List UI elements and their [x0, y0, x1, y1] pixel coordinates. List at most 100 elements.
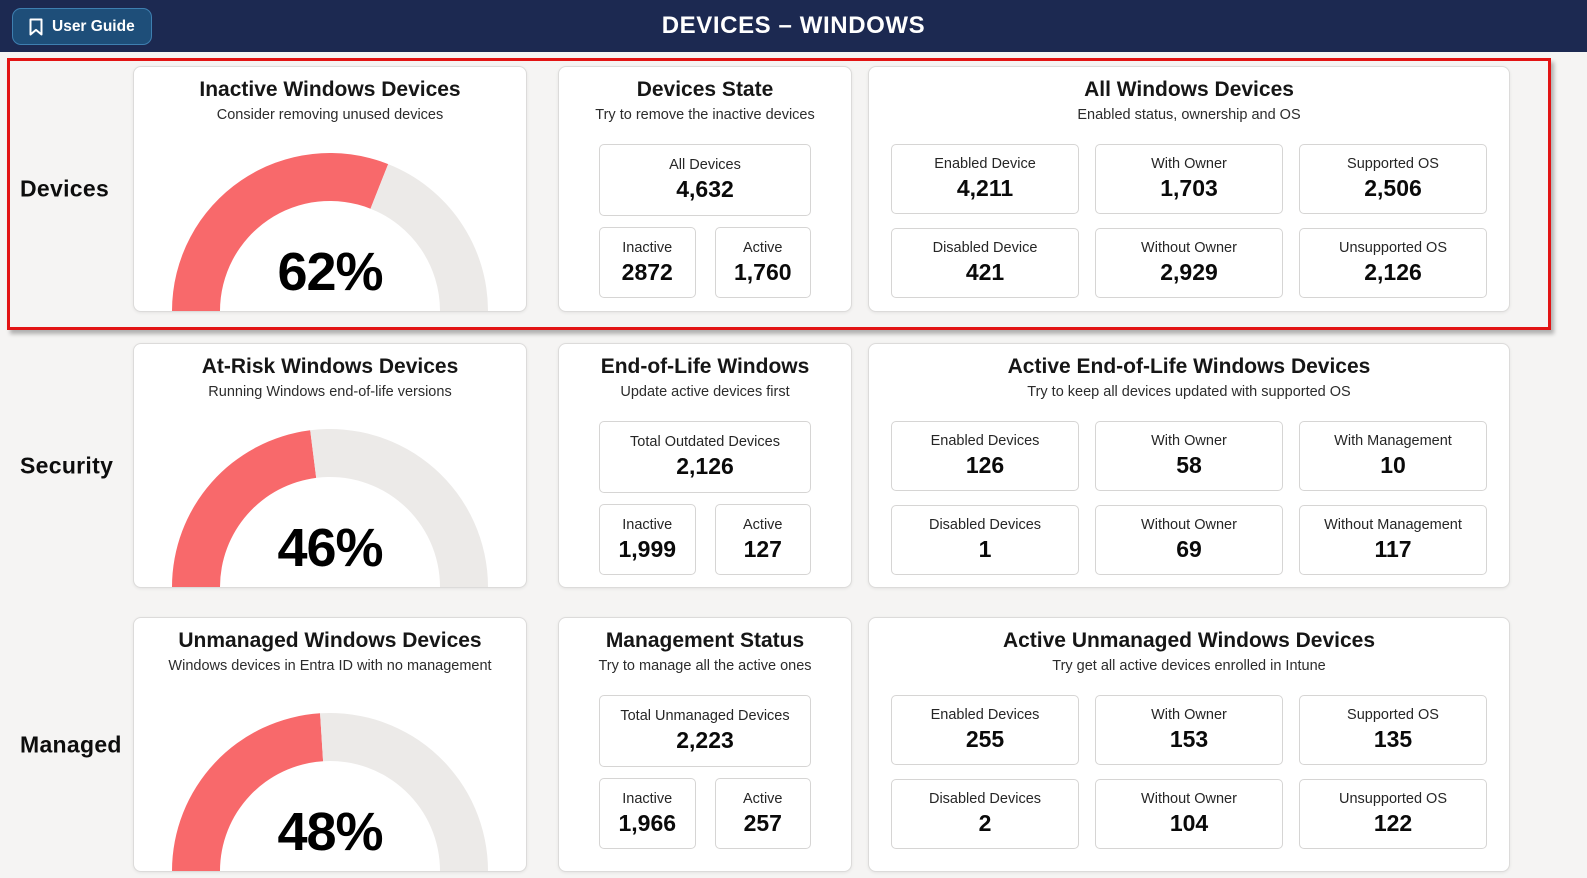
gauge-arc — [172, 153, 488, 311]
stat-label: Inactive — [622, 790, 673, 807]
gauge-percent-value: 46% — [277, 518, 383, 578]
row-label-devices: Devices — [20, 175, 110, 202]
gauge-percent-value: 62% — [277, 242, 383, 302]
card-subtitle: Try to manage all the active ones — [598, 658, 812, 674]
stat-label: With Owner — [1151, 156, 1227, 172]
stat-label: Unsupported OS — [1338, 791, 1447, 807]
card-subtitle: Enabled status, ownership and OS — [1077, 107, 1301, 123]
card-subtitle: Try to keep all devices updated with sup… — [1027, 384, 1351, 400]
stat-label: Inactive — [622, 239, 673, 256]
inactive-windows-devices-gauge-card: Inactive Windows Devices Consider removi… — [133, 66, 527, 312]
stat-box-total-unmanaged: Total Unmanaged Devices 2,223 — [599, 695, 811, 767]
stat-value: 2,506 — [1364, 175, 1422, 201]
stat-box-disabled-device: Disabled Device 421 — [891, 228, 1079, 298]
active-unmanaged-windows-devices-card: Active Unmanaged Windows Devices Try get… — [868, 617, 1510, 872]
security-row: Security At-Risk Windows Devices Running… — [0, 343, 1587, 588]
stat-value: 1,999 — [618, 535, 677, 562]
stat-label: Without Owner — [1141, 517, 1237, 533]
title-bar: User Guide DEVICES – WINDOWS — [0, 0, 1587, 52]
stat-value: 104 — [1169, 810, 1209, 836]
card-subtitle: Try to remove the inactive devices — [595, 107, 815, 123]
card-subtitle: Consider removing unused devices — [216, 107, 444, 123]
stat-value: 4,632 — [676, 176, 734, 202]
stat-box-with-owner: With Owner 58 — [1095, 421, 1283, 491]
stat-box-active: Active 127 — [714, 504, 811, 575]
row-label-managed: Managed — [20, 731, 122, 757]
stat-value: 122 — [1373, 810, 1413, 836]
stat-value: 127 — [743, 535, 782, 562]
stat-value: 1,966 — [618, 809, 677, 836]
user-guide-label: User Guide — [52, 17, 135, 35]
unmanaged-windows-devices-gauge-card: Unmanaged Windows Devices Windows device… — [133, 617, 527, 872]
managed-row: Managed Unmanaged Windows Devices Window… — [0, 617, 1587, 872]
at-risk-windows-devices-gauge-card: At-Risk Windows Devices Running Windows … — [133, 343, 527, 588]
stat-label: Enabled Devices — [930, 433, 1040, 449]
card-title: At-Risk Windows Devices — [201, 355, 459, 378]
stat-box-inactive: Inactive 2872 — [599, 227, 696, 298]
stat-label: With Owner — [1151, 707, 1227, 723]
stat-value: 58 — [1176, 452, 1202, 478]
stat-label: Disabled Devices — [928, 791, 1042, 807]
stat-box-without-management: Without Management 117 — [1299, 505, 1487, 575]
card-title: End-of-Life Windows — [600, 355, 810, 378]
devices-state-card: Devices State Try to remove the inactive… — [558, 66, 852, 312]
stat-box-inactive: Inactive 1,999 — [599, 504, 696, 575]
stat-value: 2872 — [621, 258, 673, 285]
card-title: All Windows Devices — [1084, 78, 1294, 101]
stat-box-total-outdated: Total Outdated Devices 2,126 — [599, 421, 811, 493]
stat-label: Active — [743, 239, 783, 256]
stat-label: Disabled Devices — [928, 517, 1042, 533]
stat-label: Without Management — [1324, 517, 1462, 533]
stat-box-supported-os: Supported OS 135 — [1299, 695, 1487, 765]
stat-label: Enabled Devices — [930, 707, 1040, 723]
card-title: Management Status — [605, 629, 805, 652]
management-status-card: Management Status Try to manage all the … — [558, 617, 852, 872]
stat-label: Total Outdated Devices — [630, 434, 780, 450]
stat-value: 126 — [965, 452, 1005, 478]
user-guide-button[interactable]: User Guide — [12, 8, 152, 45]
stat-value: 257 — [743, 809, 782, 836]
stat-box-without-owner: Without Owner 2,929 — [1095, 228, 1283, 298]
stat-label: Inactive — [622, 516, 673, 533]
card-subtitle: Running Windows end-of-life versions — [208, 384, 452, 400]
stat-value: 1,703 — [1160, 175, 1218, 201]
bookmark-icon — [29, 18, 43, 36]
gauge-arc — [172, 429, 488, 587]
active-end-of-life-windows-devices-card: Active End-of-Life Windows Devices Try t… — [868, 343, 1510, 588]
stat-label: With Management — [1334, 433, 1452, 449]
stat-box-enabled-devices: Enabled Devices 255 — [891, 695, 1079, 765]
stat-box-unsupported-os: Unsupported OS 2,126 — [1299, 228, 1487, 298]
stat-value: 2,929 — [1160, 259, 1218, 285]
stat-box-enabled-device: Enabled Device 4,211 — [891, 144, 1079, 214]
stat-value: 135 — [1373, 726, 1413, 752]
stat-value: 4,211 — [956, 175, 1014, 201]
stat-value: 10 — [1380, 452, 1406, 478]
stat-label: Active — [743, 790, 783, 807]
stat-box-disabled-devices: Disabled Devices 1 — [891, 505, 1079, 575]
stat-value: 421 — [965, 259, 1005, 285]
stat-box-disabled-devices: Disabled Devices 2 — [891, 779, 1079, 849]
stat-box-supported-os: Supported OS 2,506 — [1299, 144, 1487, 214]
stat-value: 1 — [978, 536, 992, 562]
gauge-chart: 62% — [134, 131, 526, 311]
card-subtitle: Try get all active devices enrolled in I… — [1052, 658, 1326, 674]
stat-label: Without Owner — [1141, 240, 1237, 256]
devices-row: Devices Inactive Windows Devices Conside… — [0, 66, 1587, 312]
stat-box-active: Active 257 — [714, 778, 811, 849]
stat-label: Total Unmanaged Devices — [620, 708, 790, 724]
stat-label: Supported OS — [1347, 707, 1439, 723]
card-subtitle: Update active devices first — [620, 384, 790, 400]
stat-box-with-management: With Management 10 — [1299, 421, 1487, 491]
stat-label: Active — [743, 516, 783, 533]
stat-label: Unsupported OS — [1338, 240, 1447, 256]
stat-box-unsupported-os: Unsupported OS 122 — [1299, 779, 1487, 849]
all-windows-devices-card: All Windows Devices Enabled status, owne… — [868, 66, 1510, 312]
stat-value: 1,760 — [733, 258, 792, 285]
stat-label: Supported OS — [1347, 156, 1439, 172]
stat-label: Disabled Device — [932, 240, 1038, 256]
end-of-life-windows-card: End-of-Life Windows Update active device… — [558, 343, 852, 588]
gauge-percent-value: 48% — [277, 802, 383, 862]
row-label-security: Security — [20, 452, 114, 478]
gauge-chart: 46% — [134, 408, 526, 587]
stat-label: Enabled Device — [934, 156, 1036, 172]
